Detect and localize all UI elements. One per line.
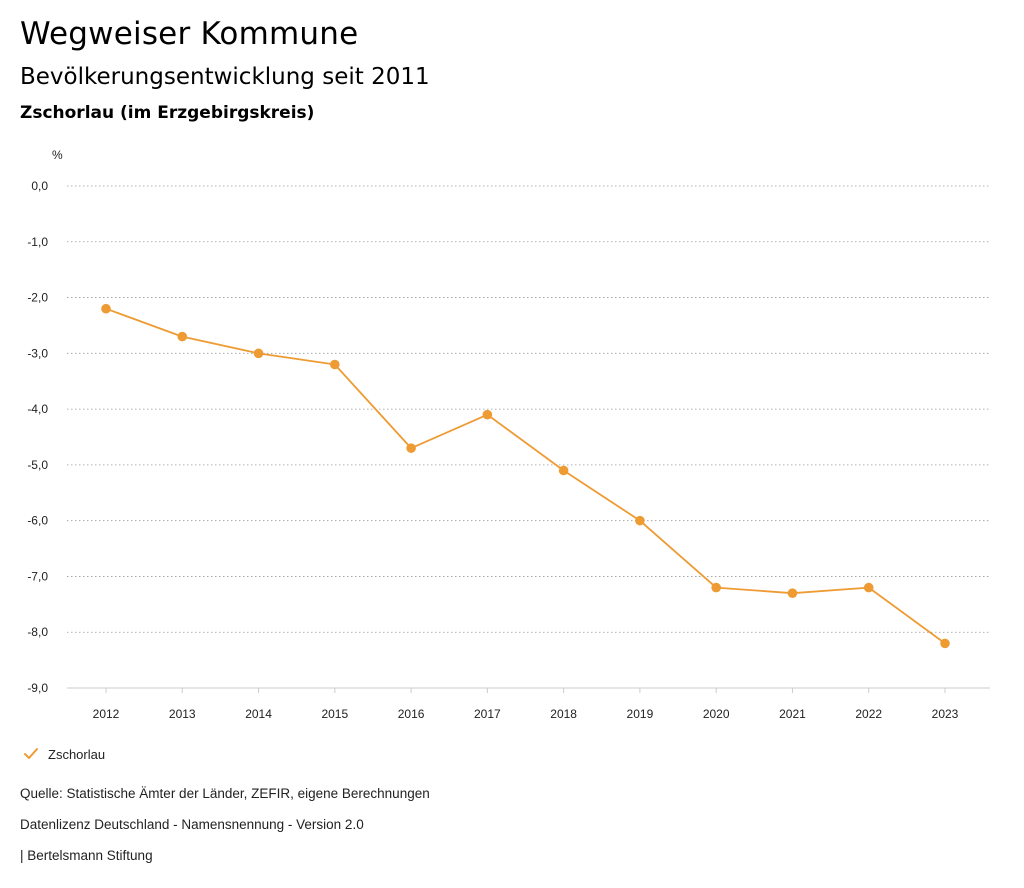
y-tick-label: -1,0 [27,235,48,249]
y-tick-label: -3,0 [27,346,48,360]
region-label: Zschorlau (im Erzgebirgskreis) [20,103,315,123]
y-tick-label: -8,0 [27,625,48,639]
data-point[interactable] [101,303,111,314]
page-title: Wegweiser Kommune [20,16,359,52]
data-point[interactable] [177,331,188,342]
x-tick-label: 2022 [855,707,882,721]
grid-lines [67,185,990,689]
y-tick-label: 0,0 [31,179,48,193]
x-tick-label: 2015 [321,707,348,721]
y-tick-label: -4,0 [27,402,48,416]
data-point[interactable] [787,588,798,598]
y-axis-unit-label: % [52,148,63,162]
data-point[interactable] [940,638,950,649]
legend[interactable]: Zschorlau [22,745,105,763]
data-point[interactable] [330,359,340,370]
series-zschorlau [101,303,950,649]
checkmark-icon [24,748,38,759]
data-point[interactable] [711,582,721,593]
x-tick-label: 2023 [932,707,959,721]
x-tick-label: 2014 [245,707,272,721]
x-tick-label: 2020 [703,707,730,721]
x-tick-label: 2019 [627,707,654,721]
data-point[interactable] [635,515,645,526]
x-axis: 2012 2013 2014 2015 2016 2017 2018 2019 2020 2021… [67,687,990,721]
data-point[interactable] [863,582,874,593]
y-axis-ticks: 0,0 -1,0 -2,0 -3,0 -4,0 -5,0 -6,0 -7,0 -8,0 -9,0 [27,179,48,695]
line-chart: % 0,0 -1,0 -2,0 -3,0 -4,0 -5,0 -6,0 -7,0 -8,0 -9,… [27,148,990,721]
y-tick-label: -9,0 [27,681,48,695]
x-tick-label: 2013 [169,707,196,721]
series-line [105,307,946,645]
x-tick-label: 2018 [550,707,577,721]
publisher-note: | Bertelsmann Stiftung [20,848,153,863]
y-tick-label: -2,0 [27,291,48,305]
y-tick-label: -7,0 [27,569,48,583]
data-point[interactable] [558,465,569,476]
x-tick-label: 2012 [93,707,120,721]
y-tick-label: -5,0 [27,458,48,472]
data-point[interactable] [482,409,493,420]
x-tick-label: 2017 [474,707,501,721]
license-note: Datenlizenz Deutschland - Namensnennung … [20,817,364,832]
x-tick-label: 2021 [779,707,806,721]
y-tick-label: -6,0 [27,514,48,528]
data-point[interactable] [406,443,416,453]
source-note: Quelle: Statistische Ämter der Länder, Z… [20,786,430,801]
x-tick-label: 2016 [398,707,425,721]
chart-subtitle: Bevölkerungsentwicklung seit 2011 [20,64,430,90]
legend-label-zschorlau: Zschorlau [48,746,106,762]
data-point[interactable] [253,348,264,359]
